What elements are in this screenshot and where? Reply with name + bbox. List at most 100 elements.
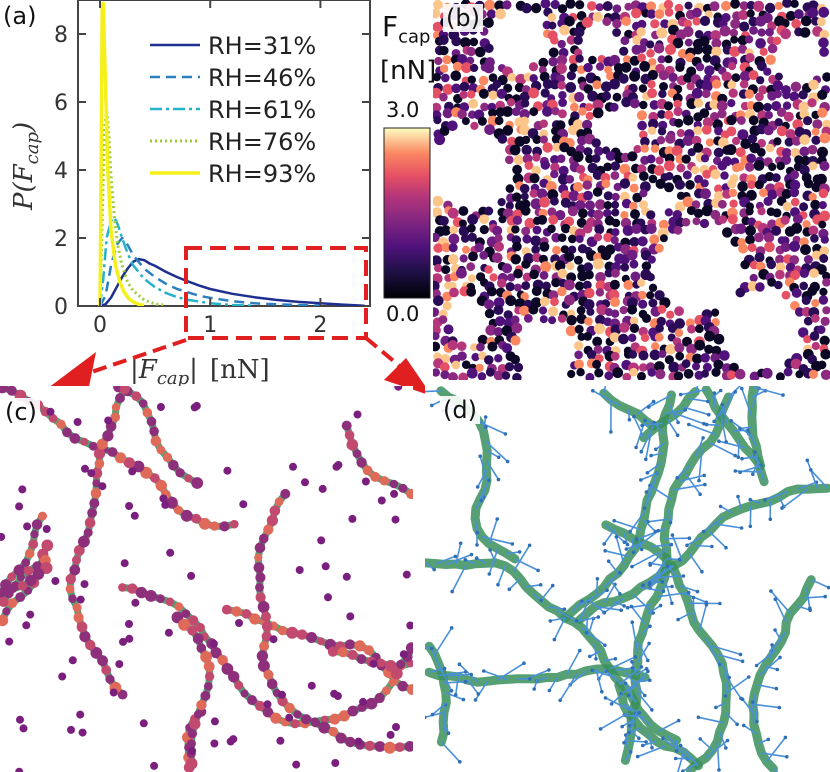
particle-c [73,418,82,426]
panel-label-c: (c) [2,398,40,426]
particle-b [439,216,449,226]
particle-c [193,710,203,719]
particle-c [390,667,403,680]
particle-c [13,564,26,577]
particle-b [524,161,534,170]
force-vector [765,736,787,763]
force-vector-head [642,506,647,510]
particle-c [150,473,160,483]
particle-b [595,62,605,71]
particle-b [819,335,830,346]
force-vector [684,593,707,604]
force-vector [723,672,742,699]
particle-b [620,36,630,45]
force-vector-head [505,459,510,464]
particle-b [655,369,666,380]
particle-b [807,286,818,296]
particle-b [521,226,531,236]
particle-b [646,154,656,164]
particle-b [748,115,759,126]
particle-c [404,741,413,752]
particle-b [718,137,729,148]
force-vector [645,481,656,493]
particle-b [816,325,826,335]
particle-b [754,232,764,243]
particle-c [72,603,82,613]
particle-b [687,324,696,334]
force-vector-head [630,666,635,670]
force-vector-head [578,648,582,653]
force-vector [679,744,700,767]
particle-b [818,220,827,229]
particle-c [16,715,24,724]
force-vector [636,691,653,711]
particle-c [93,448,106,460]
particle-b [466,287,477,297]
force-vector-head [809,468,813,472]
particle-b [785,129,796,140]
force-vector-head [622,540,627,544]
force-vector-head [774,686,779,691]
particle-b [718,215,728,224]
particle-c [376,658,386,668]
particle-b [484,265,493,274]
particle-b [539,119,548,128]
force-vector-head [457,662,462,666]
force-vector [479,455,488,481]
particle-b [458,206,469,216]
particle-b [509,144,521,156]
particle-b [606,71,616,81]
force-vector [688,423,716,436]
particle-b [505,201,514,210]
force-vector [440,741,461,763]
particle-c [69,433,81,444]
particle-c [293,710,302,719]
particle-c [284,702,295,714]
force-vector-head [773,597,778,601]
y-tick-label-3: 6 [54,91,68,116]
y-axis-label: P(Fcap) [9,122,43,211]
particle-b [819,246,830,256]
particle-c [200,690,211,701]
force-vector-head [562,607,567,611]
force-vector-head [676,617,680,622]
particle-b [717,109,727,119]
particle-b [479,225,489,235]
force-vector-head [660,580,665,584]
force-vector-head [703,482,707,487]
particle-b [559,24,570,36]
particle-c [390,489,399,498]
force-vector-head [622,741,626,745]
force-vector-head [635,754,640,759]
particle-b [822,271,830,281]
particle-c [396,659,406,670]
particle-b [764,111,774,120]
particle-b [519,116,530,126]
force-vector [588,599,605,613]
force-vector [571,600,583,612]
liquid-film-d [601,520,731,772]
particle-b [467,75,476,84]
particle-b [519,109,530,120]
particle-b [684,1,693,10]
force-vector-head [536,568,540,573]
particle-b [557,268,568,279]
particle-b [461,62,472,74]
force-vector [609,578,621,595]
force-vector-head [678,558,682,562]
particle-b [550,0,560,10]
particle-b [735,287,746,298]
particle-b [594,146,604,156]
particle-c [150,761,159,770]
particle-b [710,30,721,41]
particle-b [632,35,643,45]
particle-b [682,26,694,38]
particle-b [443,324,454,335]
particle-b [610,268,620,278]
particle-b [584,103,594,112]
force-vector [682,762,698,772]
particle-b [654,361,665,372]
particle-b [603,191,613,201]
force-vector-head [605,588,609,593]
particle-b [469,37,479,47]
